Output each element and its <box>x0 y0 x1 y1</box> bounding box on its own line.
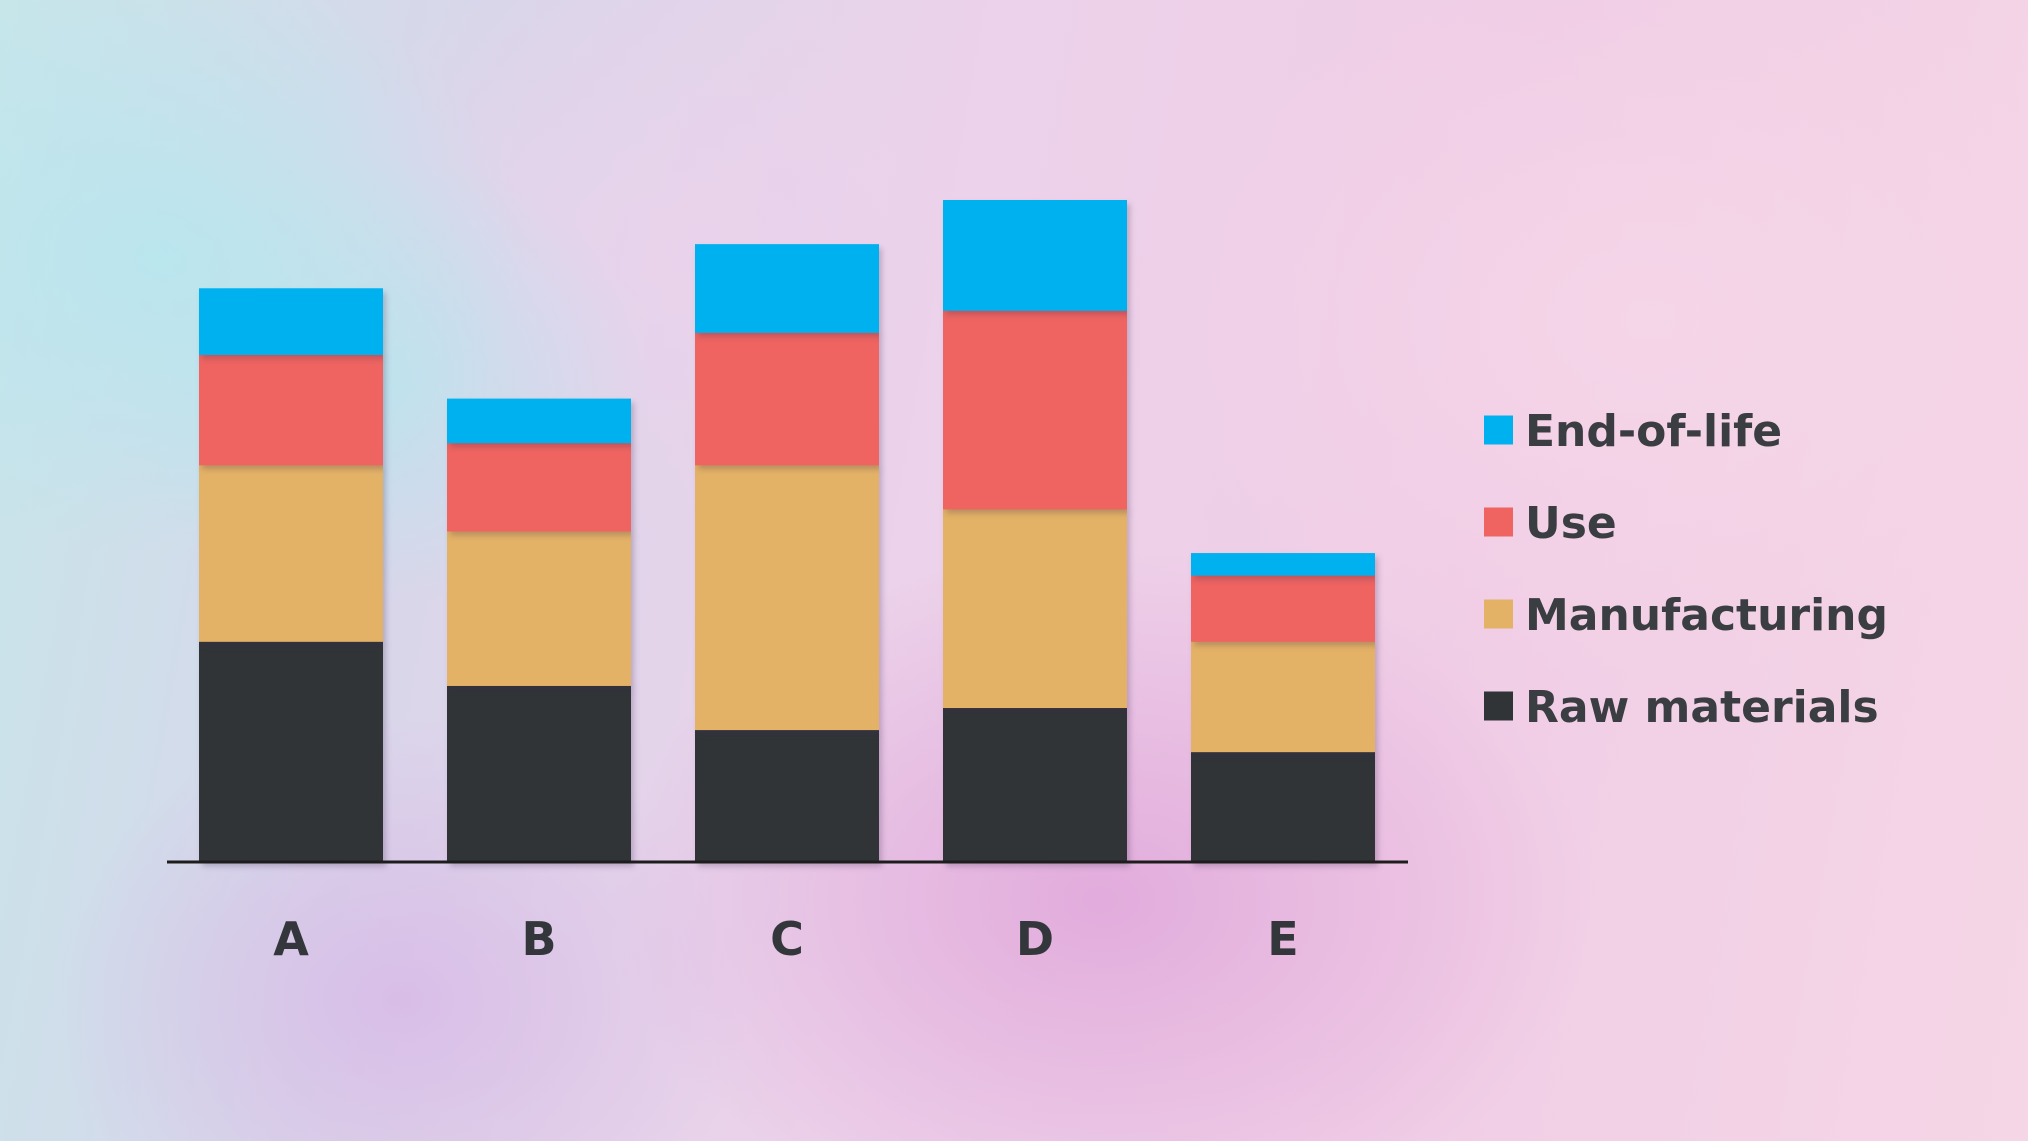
bar-segment-e-use <box>1191 575 1375 642</box>
bar-segment-c-use <box>695 332 879 466</box>
bar-segment-d-raw-materials <box>943 707 1127 863</box>
bar-segment-a-end-of-life <box>199 288 383 355</box>
legend-swatch-end-of-life <box>1484 415 1513 445</box>
x-tick-label-d: D <box>1016 912 1054 966</box>
legend-swatch-manufacturing <box>1484 599 1513 629</box>
bar-segment-c-manufacturing <box>695 464 879 731</box>
bar-segment-c-raw-materials <box>695 729 879 863</box>
x-tick-label-c: C <box>770 912 804 966</box>
bar-segment-b-raw-materials <box>447 685 631 863</box>
bar-segment-e-end-of-life <box>1191 553 1375 576</box>
bar-segment-d-use <box>943 310 1127 510</box>
x-tick-label-b: B <box>521 912 556 966</box>
legend-label-raw-materials: Raw materials <box>1525 682 1879 733</box>
bar-segment-a-raw-materials <box>199 641 383 863</box>
bar-segment-a-use <box>199 354 383 466</box>
bar-segment-b-use <box>447 442 631 532</box>
bar-segment-e-manufacturing <box>1191 641 1375 753</box>
x-tick-label-e: E <box>1267 912 1298 966</box>
bar-segment-d-manufacturing <box>943 508 1127 709</box>
bar-segment-e-raw-materials <box>1191 751 1375 863</box>
bar-segment-b-end-of-life <box>447 398 631 444</box>
legend-label-use: Use <box>1525 498 1617 549</box>
x-tick-labels: A B C D E <box>273 912 1299 966</box>
legend-swatch-raw-materials <box>1484 691 1513 721</box>
legend: End-of-life Use Manufacturing Raw materials <box>1484 406 1888 733</box>
x-tick-label-a: A <box>273 912 309 966</box>
bars-group <box>199 200 1375 863</box>
bar-segment-c-end-of-life <box>695 244 879 333</box>
legend-label-end-of-life: End-of-life <box>1525 406 1782 457</box>
legend-label-manufacturing: Manufacturing <box>1525 590 1888 641</box>
bar-segment-b-manufacturing <box>447 531 631 686</box>
bar-segment-d-end-of-life <box>943 200 1127 311</box>
legend-swatch-use <box>1484 507 1513 537</box>
bar-segment-a-manufacturing <box>199 464 383 642</box>
